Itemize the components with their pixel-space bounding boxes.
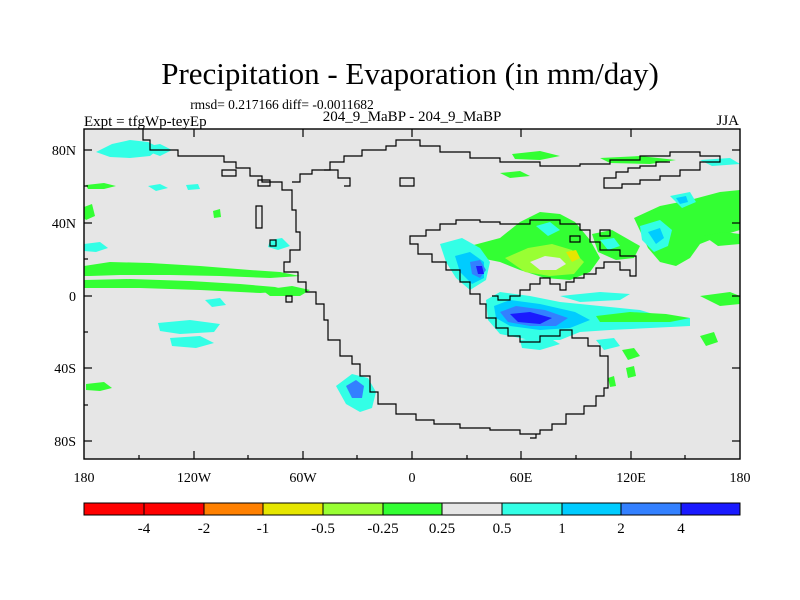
x-tick-label: 120E	[616, 471, 646, 486]
x-tick-label: 0	[409, 471, 416, 486]
x-tick-label: 60E	[510, 471, 533, 486]
coastline-islands-1	[221, 169, 237, 177]
contour-arctic-cyan	[96, 140, 160, 158]
contour-trop-green-1	[84, 262, 300, 278]
contour-trop-cyan-2	[268, 238, 290, 250]
colorbar-label: 0.5	[493, 521, 512, 537]
axis-ticks	[84, 129, 740, 459]
contour-eqpac-cyan	[560, 292, 630, 302]
contour-np-green-2	[213, 209, 221, 218]
colorbar-box	[621, 503, 681, 515]
contour-sio-green-3	[608, 376, 616, 387]
contour-eqpac-green	[596, 312, 690, 322]
contour-arctic-green-3	[500, 171, 530, 178]
colorbar-box	[562, 503, 621, 515]
colorbar-label: -1	[257, 521, 270, 537]
y-tick-label: 80S	[54, 435, 76, 450]
contour-sp-green	[86, 382, 112, 391]
coastline-islands-2	[257, 179, 271, 187]
contour-sio-cyan	[596, 338, 620, 350]
contour-sio-green-2	[626, 366, 636, 378]
colorbar-label: -2	[198, 521, 211, 537]
contour-arctic-green-1	[512, 151, 560, 160]
contour-fills	[84, 140, 740, 412]
coastline-islands-6	[399, 177, 415, 187]
chart-title: Precipitation - Evaporation (in mm/day)	[161, 56, 659, 91]
coastline-inner	[324, 169, 351, 187]
y-tick-label: 40N	[52, 217, 76, 232]
contour-trop-green-3	[262, 286, 310, 296]
colorbar-box	[502, 503, 562, 515]
colorbar-box	[144, 503, 204, 515]
contour-asia-deepblue-w	[476, 266, 484, 274]
colorbar-dividers	[83, 502, 741, 516]
coastline-islands-4	[269, 239, 277, 247]
coastlines	[142, 129, 721, 439]
contour-asia-yellow	[566, 250, 580, 262]
coastline-islands-8	[569, 235, 581, 243]
x-tick-label: 60W	[289, 471, 317, 486]
contour-eqpac-green-2	[700, 292, 740, 306]
colorbar-label: -0.5	[311, 521, 335, 537]
contour-np-cyan	[148, 184, 168, 191]
contour-np-green	[86, 183, 116, 189]
map-panel: 80N 40N 0 40S 80S 180 120W 60W 0 60E 120…	[52, 128, 751, 486]
colorbar-box	[681, 503, 740, 515]
coastline-islands-3	[255, 205, 263, 229]
coastline-north	[292, 139, 721, 189]
colorbar: -4 -2 -1 -0.5 -0.25 0.25 0.5 1 2 4	[83, 502, 741, 537]
colorbar-box	[442, 503, 502, 515]
contour-east-green-3	[704, 232, 740, 246]
contour-asia-cyan-e	[600, 238, 620, 250]
coastline-pangaea	[142, 129, 637, 435]
colorbar-label: 2	[617, 521, 625, 537]
x-tick-label: 180	[730, 471, 751, 486]
contour-satl-blue	[346, 380, 364, 398]
contour-sp-cyan-1	[158, 320, 220, 334]
colorbar-box	[263, 503, 323, 515]
contour-trop-cyan	[84, 242, 108, 252]
colorbar-label: -0.25	[367, 521, 398, 537]
colorbar-label: 0.25	[429, 521, 455, 537]
colorbar-box	[204, 503, 263, 515]
colorbar-label: -4	[138, 521, 151, 537]
coastline-islands-7	[599, 229, 611, 237]
contour-w-green	[84, 204, 95, 220]
contour-sp-cyan-2	[170, 336, 214, 348]
colorbar-box	[323, 503, 383, 515]
contour-io-cyan-s	[520, 336, 560, 350]
y-tick-label: 80N	[52, 144, 76, 159]
coastline-islands-5	[285, 295, 293, 303]
case-label: 204_9_MaBP - 204_9_MaBP	[323, 109, 502, 125]
contour-trop-green-2	[84, 279, 290, 293]
colorbar-label: 1	[558, 521, 566, 537]
stats-label: rmsd= 0.217166 diff= -0.0011682	[190, 97, 374, 112]
contour-sp-east-green	[700, 332, 718, 346]
x-tick-label: 120W	[177, 471, 212, 486]
colorbar-label: 4	[677, 521, 685, 537]
contour-asia-cyan-c	[536, 222, 560, 236]
contour-np-cyan-2	[186, 184, 200, 190]
contour-sp-cyan-3	[205, 298, 226, 307]
experiment-label: Expt = tfgWp-teyEp	[84, 114, 207, 130]
y-tick-label: 0	[69, 290, 76, 305]
colorbar-box	[383, 503, 442, 515]
contour-sio-green	[622, 348, 640, 360]
contour-io-deepblue	[510, 312, 552, 324]
contour-asia-grey-hole	[530, 256, 566, 270]
contour-nwp-blue-2	[676, 196, 688, 204]
x-tick-label: 180	[74, 471, 95, 486]
contour-nwp-blue	[648, 228, 664, 244]
season-label: JJA	[716, 113, 739, 129]
y-tick-label: 40S	[54, 362, 76, 377]
coastline-notch	[530, 434, 537, 439]
